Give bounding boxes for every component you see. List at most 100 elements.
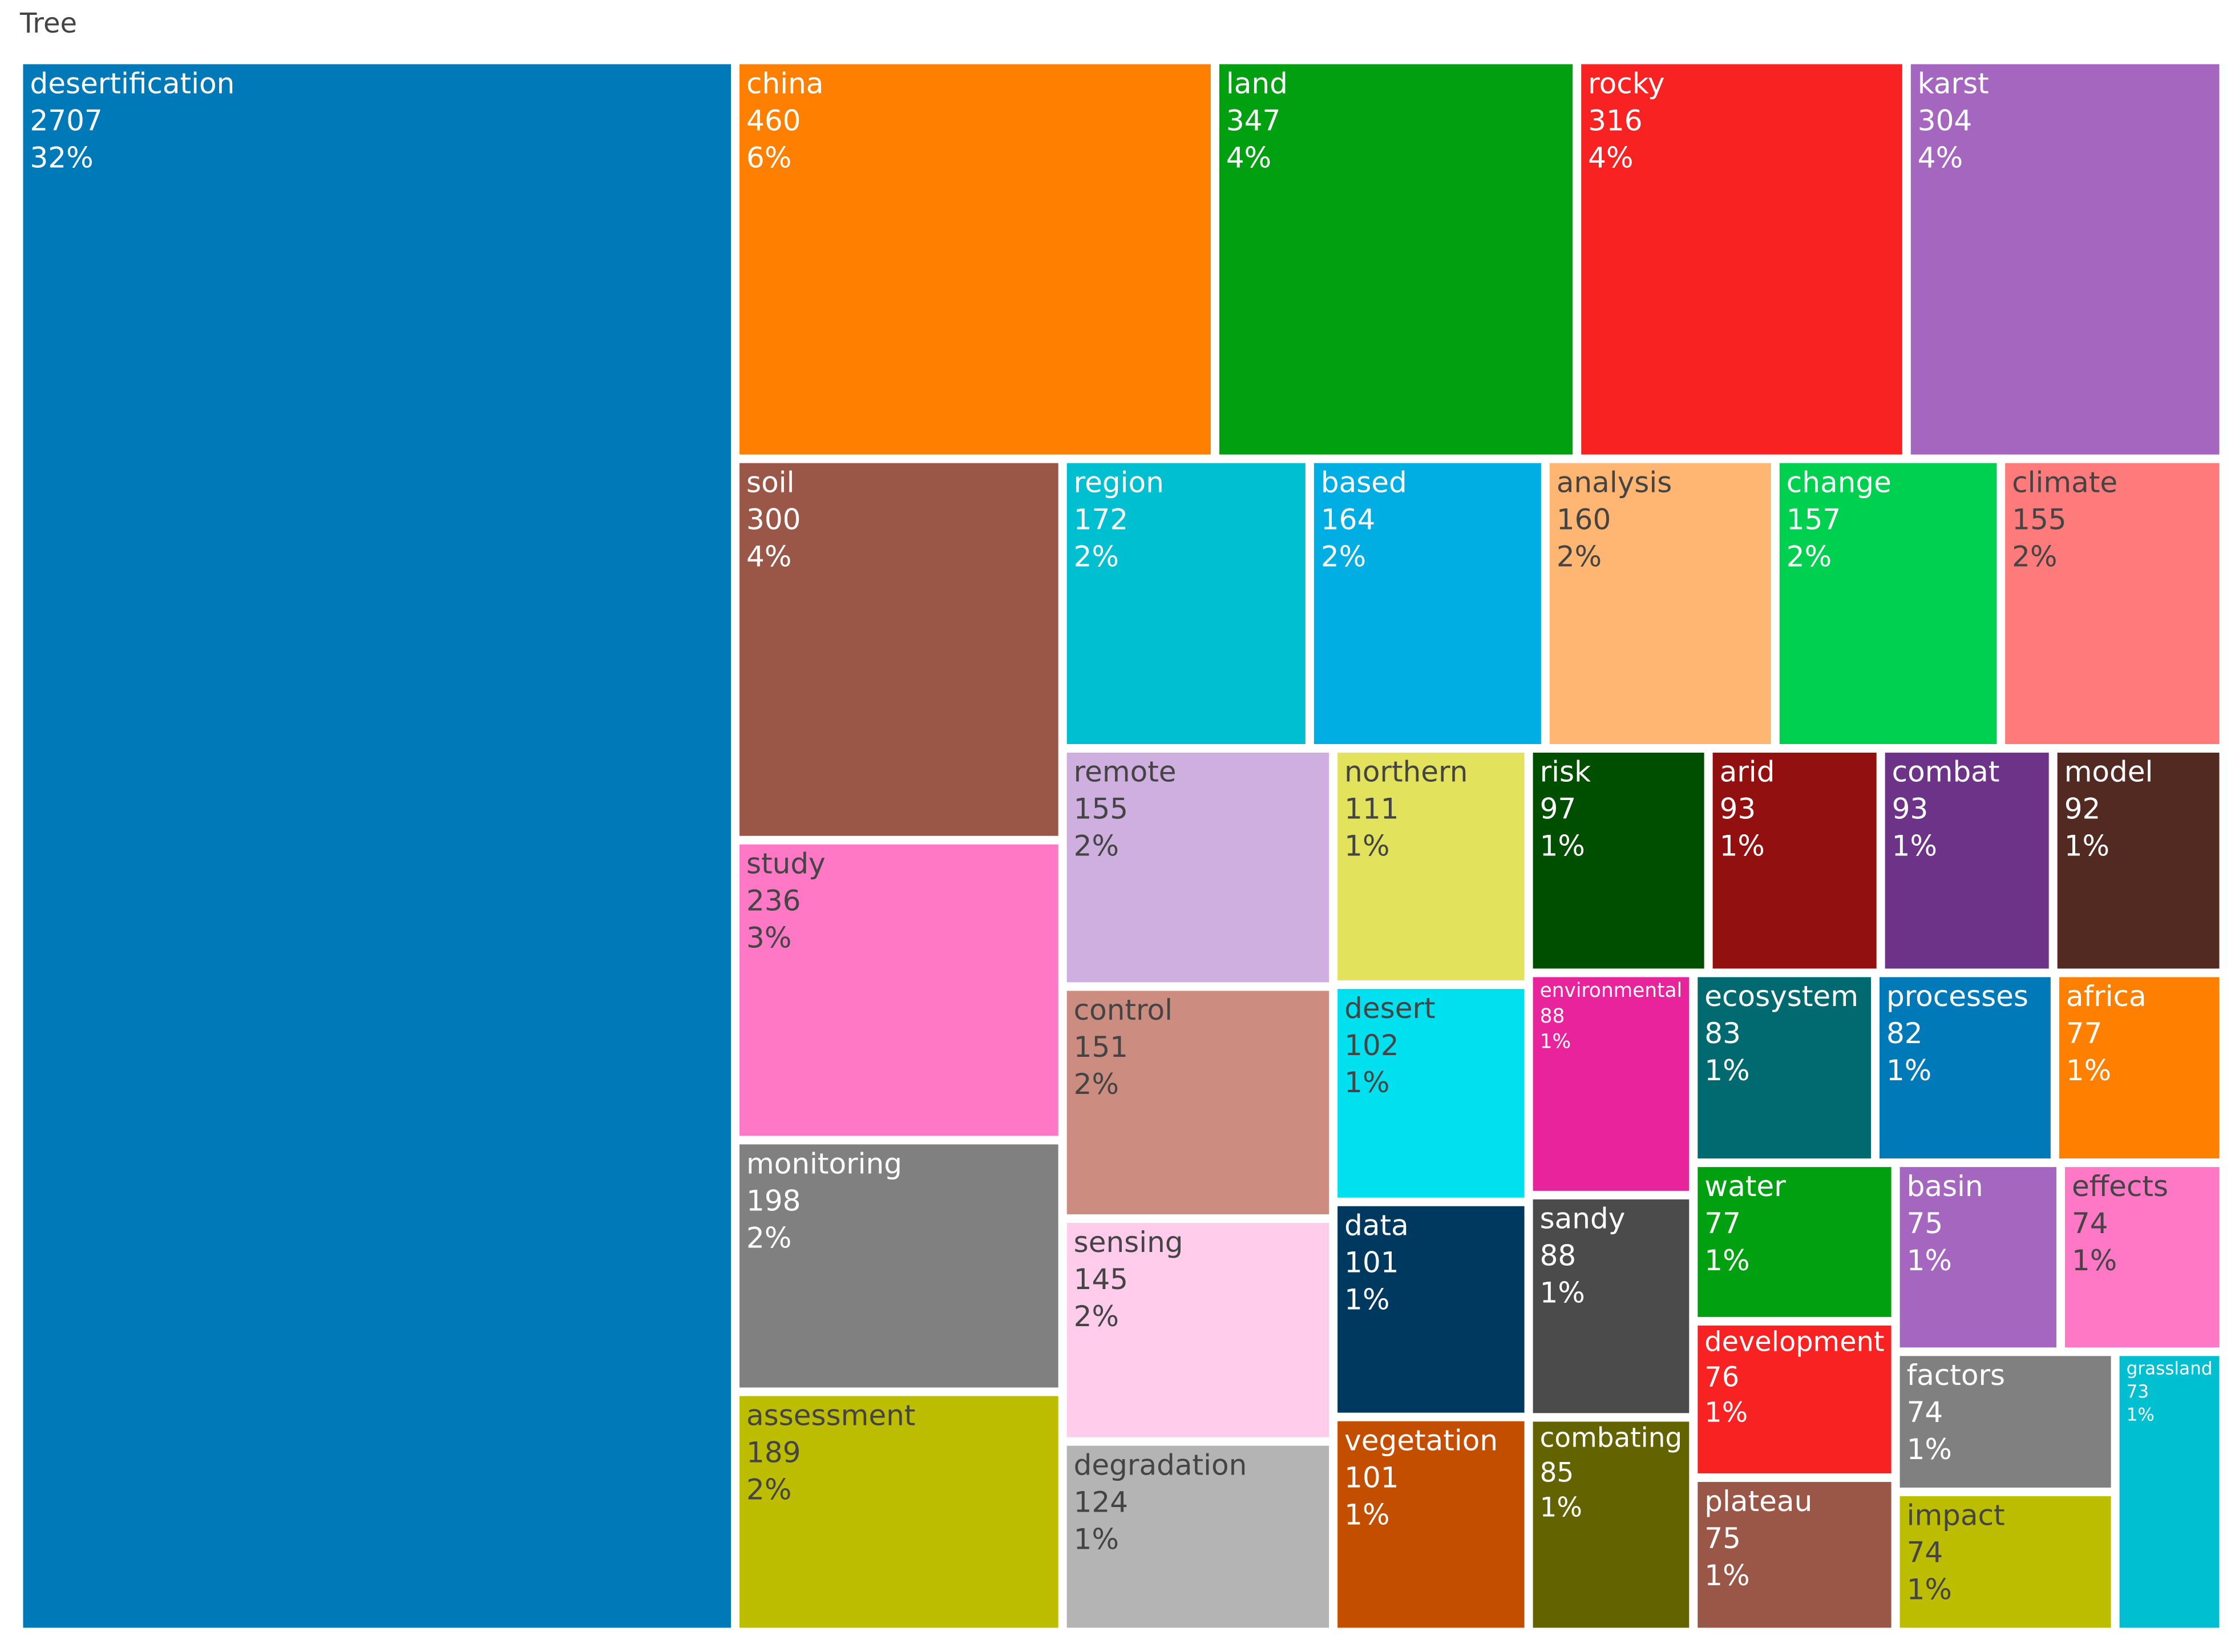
tile-value: 300 <box>746 503 801 536</box>
tile-label: sandy <box>1540 1202 1626 1235</box>
tile-value: 101 <box>1344 1246 1399 1279</box>
tile-value: 189 <box>746 1436 801 1469</box>
tile-label: basin <box>1907 1170 1983 1203</box>
tile-label: environmental <box>1540 979 1683 1002</box>
tile-value: 93 <box>1720 793 1756 826</box>
tile-rect <box>2057 752 2220 969</box>
tile-label: climate <box>2012 466 2117 499</box>
tile-value: 75 <box>1704 1522 1741 1555</box>
tile-label: water <box>1704 1170 1786 1203</box>
tile: karst 304 4% <box>1910 64 2220 455</box>
tile-label: development <box>1704 1326 1884 1358</box>
tile-label: based <box>1321 466 1407 499</box>
tile-rect <box>1698 977 1871 1159</box>
tile-rect <box>1698 1325 1892 1473</box>
tile-rect <box>739 1396 1058 1628</box>
tile-percent: 1% <box>1540 830 1585 863</box>
tile-label: change <box>1787 466 1892 499</box>
tile: desertification 2707 32% <box>23 64 731 1628</box>
tile-rect <box>739 463 1058 836</box>
tile-value: 88 <box>1540 1005 1565 1028</box>
tile-value: 77 <box>2066 1017 2103 1050</box>
tile-value: 145 <box>1074 1263 1128 1296</box>
tile-rect <box>1337 1206 1525 1413</box>
tile-rect <box>1779 463 1997 744</box>
tile-percent: 4% <box>1588 141 1633 174</box>
tile-rect <box>1899 1356 2111 1488</box>
tile: rocky 316 4% <box>1581 64 1902 455</box>
tile-rect <box>1066 752 1329 983</box>
tile-rect <box>1533 1199 1690 1413</box>
tile-rect <box>2005 463 2220 744</box>
tile: basin 75 1% <box>1899 1167 2056 1348</box>
tile: monitoring 198 2% <box>739 1144 1058 1388</box>
tile-label: plateau <box>1704 1485 1812 1518</box>
tile-rect <box>1533 752 1704 969</box>
tile-percent: 1% <box>1540 1031 1571 1053</box>
tile-value: 85 <box>1540 1457 1574 1489</box>
tile: remote 155 2% <box>1066 752 1329 983</box>
tile-percent: 2% <box>1787 540 1832 573</box>
tile-label: combat <box>1892 756 2000 789</box>
tile-percent: 1% <box>2064 830 2109 863</box>
tile-percent: 1% <box>1907 1244 1952 1277</box>
tile-label: ecosystem <box>1704 980 1858 1013</box>
tile: degradation 124 1% <box>1066 1445 1329 1628</box>
tile-value: 236 <box>746 884 801 918</box>
tile-rect <box>1698 1481 1892 1628</box>
tile-percent: 2% <box>1321 540 1366 573</box>
tile-value: 83 <box>1704 1017 1741 1050</box>
tile-value: 124 <box>1074 1485 1128 1518</box>
tile-label: combating <box>1540 1423 1683 1454</box>
tile: africa 77 1% <box>2059 977 2220 1159</box>
tile-percent: 1% <box>2127 1404 2155 1425</box>
tile-rect <box>1066 991 1329 1215</box>
tile: china 460 6% <box>739 64 1211 455</box>
tile-percent: 1% <box>1886 1054 1931 1087</box>
tile-rect <box>1698 1167 1892 1317</box>
tile-value: 160 <box>1557 503 1611 536</box>
tile-rect <box>1899 1167 2056 1348</box>
tile: region 172 2% <box>1066 463 1306 744</box>
tile-rect <box>1066 463 1306 744</box>
tile-label: impact <box>1907 1499 2005 1532</box>
tile-label: remote <box>1074 756 1177 789</box>
tile-label: region <box>1074 466 1164 499</box>
tile-rect <box>1066 1445 1329 1628</box>
tile-rect <box>1899 1496 2111 1628</box>
tile-label: monitoring <box>746 1147 902 1180</box>
tile-label: model <box>2064 756 2153 789</box>
tile-value: 102 <box>1344 1029 1399 1062</box>
tile-label: grassland <box>2127 1359 2213 1379</box>
tile-percent: 1% <box>1344 830 1389 863</box>
tile: environmental 88 1% <box>1533 977 1690 1191</box>
tile: arid 93 1% <box>1712 752 1877 969</box>
tile-value: 316 <box>1588 104 1642 137</box>
tile-rect <box>1219 64 1573 455</box>
tile-label: rocky <box>1588 67 1664 100</box>
tile-value: 2707 <box>30 104 103 137</box>
tile-percent: 2% <box>2012 540 2057 573</box>
tile-label: land <box>1226 67 1288 100</box>
tile-label: effects <box>2072 1170 2168 1203</box>
tile-percent: 1% <box>1704 1559 1749 1592</box>
tile-label: processes <box>1886 980 2028 1013</box>
tile: desert 102 1% <box>1337 989 1525 1198</box>
tile: sensing 145 2% <box>1066 1223 1329 1437</box>
tile-label: assessment <box>746 1399 915 1432</box>
tile-label: risk <box>1540 756 1591 789</box>
tile-rect <box>1910 64 2220 455</box>
tile: combat 93 1% <box>1885 752 2049 969</box>
tile-value: 172 <box>1074 503 1128 536</box>
tile: northern 111 1% <box>1337 752 1525 981</box>
tile-value: 164 <box>1321 503 1375 536</box>
tile-value: 157 <box>1787 503 1841 536</box>
tile-value: 74 <box>1907 1396 1943 1429</box>
tile: assessment 189 2% <box>739 1396 1058 1628</box>
tile-percent: 1% <box>2066 1054 2111 1087</box>
tile-percent: 1% <box>1704 1397 1748 1429</box>
tile: vegetation 101 1% <box>1337 1421 1525 1628</box>
tile-value: 347 <box>1226 104 1280 137</box>
tile: study 236 3% <box>739 844 1058 1136</box>
